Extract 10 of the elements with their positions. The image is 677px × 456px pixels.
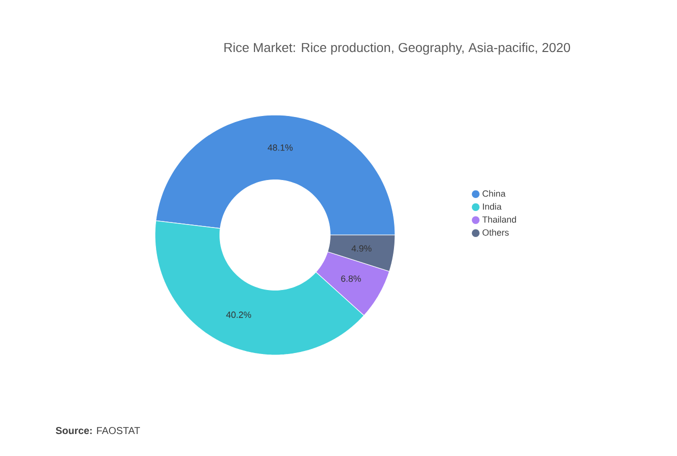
legend-label: Thailand (482, 216, 516, 223)
data-label: 48.1% (268, 144, 293, 151)
chart-title: Rice Market: Rice production, Geography, Asia-pacific, 2020 (224, 42, 570, 55)
data-label: 40.2% (226, 312, 252, 318)
data-label: 4.9% (352, 245, 372, 252)
legend-label: Others (482, 229, 509, 236)
data-label: 6.8% (341, 275, 361, 282)
legend-label: China (482, 190, 506, 197)
legend-label: India (482, 203, 502, 210)
text: Source: FAOSTAT (56, 427, 140, 434)
